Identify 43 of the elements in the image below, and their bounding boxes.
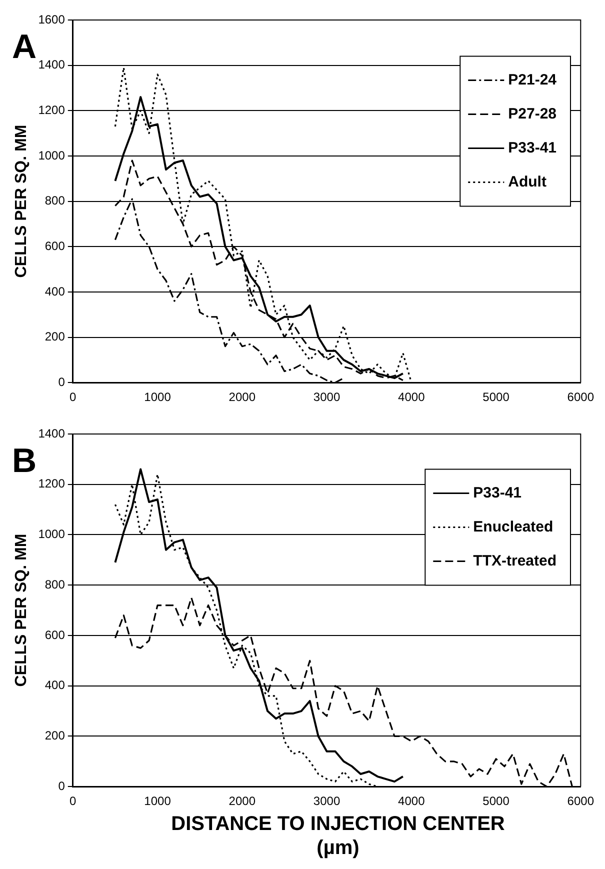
y-axis-title: CELLS PER SQ. MM xyxy=(13,124,30,278)
x-tick-label: 4000 xyxy=(398,794,426,808)
y-tick-label: 1000 xyxy=(38,527,66,542)
legend-label: TTX-treated xyxy=(473,552,556,570)
y-tick-label: 200 xyxy=(44,728,66,743)
y-tick-label: 0 xyxy=(58,374,66,389)
y-tick-label: 0 xyxy=(58,778,66,793)
y-tick-label: 400 xyxy=(44,678,66,692)
y-tick-label: 400 xyxy=(44,284,66,298)
legend-label: P21-24 xyxy=(508,71,558,88)
y-tick-label: 1600 xyxy=(38,12,66,26)
x-tick-label: 1000 xyxy=(144,794,172,808)
legend-label: Adult xyxy=(508,173,546,190)
x-tick-label: 3000 xyxy=(313,390,340,404)
y-tick-label: 1400 xyxy=(38,426,66,440)
y-tick-label: 800 xyxy=(44,577,66,592)
x-tick-label: 2000 xyxy=(228,390,256,404)
y-tick-label: 200 xyxy=(44,330,66,344)
x-tick-label: 1000 xyxy=(144,390,172,404)
x-tick-label: 0 xyxy=(70,390,77,404)
x-tick-label: 4000 xyxy=(398,390,426,404)
x-axis-title: DISTANCE TO INJECTION CENTER (µm) xyxy=(170,812,506,860)
x-tick-label: 3000 xyxy=(313,794,340,808)
legend-label: P33-41 xyxy=(473,484,522,502)
y-axis-title: CELLS PER SQ. MM xyxy=(13,534,30,687)
y-tick-label: 800 xyxy=(44,194,66,208)
legend-label: P27-28 xyxy=(508,105,557,122)
x-tick-label: 0 xyxy=(70,794,77,808)
x-tick-label: 6000 xyxy=(567,794,594,808)
chart-title: A xyxy=(12,28,37,67)
y-tick-label: 1000 xyxy=(38,148,66,162)
legend-label: Enucleated xyxy=(473,518,554,536)
x-tick-label: 5000 xyxy=(482,794,510,808)
y-tick-label: 600 xyxy=(44,238,66,253)
y-tick-label: 1200 xyxy=(38,102,66,117)
y-tick-label: 1200 xyxy=(38,476,66,491)
legend-label: P33-41 xyxy=(508,139,557,156)
x-tick-label: 6000 xyxy=(567,390,594,404)
x-tick-label: 5000 xyxy=(482,390,510,404)
y-tick-label: 600 xyxy=(44,628,66,642)
chart-title: B xyxy=(12,442,37,481)
x-tick-label: 2000 xyxy=(228,794,256,808)
y-tick-label: 1400 xyxy=(38,58,66,72)
